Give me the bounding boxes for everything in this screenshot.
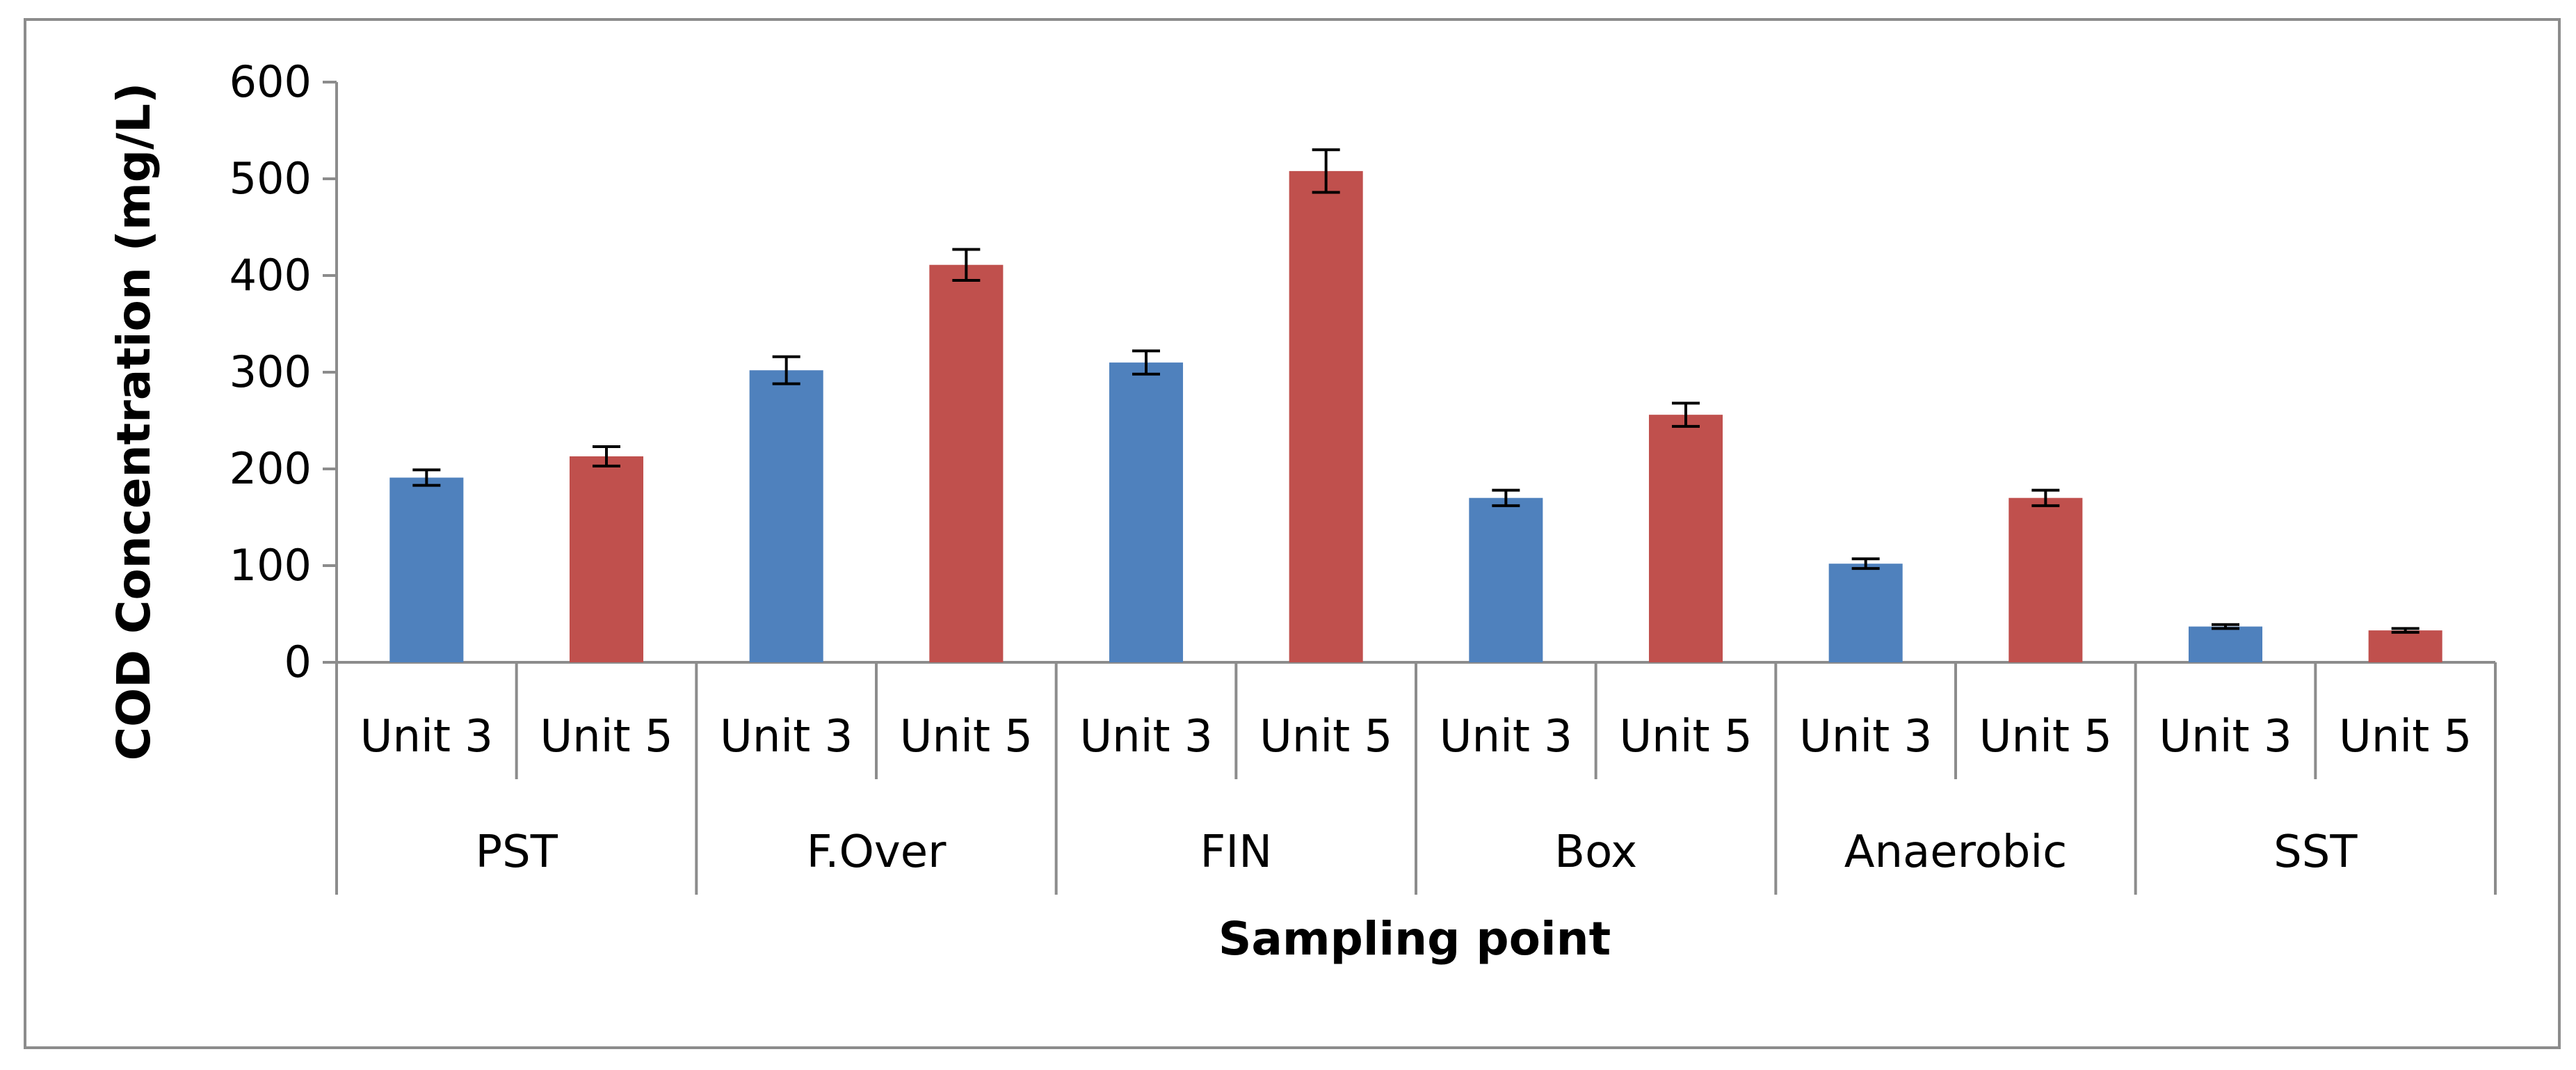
x-group-label: F.Over bbox=[807, 827, 947, 878]
x-subcategory-label: Unit 5 bbox=[540, 711, 673, 762]
x-subcategory-label: Unit 3 bbox=[1440, 711, 1572, 762]
y-axis-title: COD Concentration (mg/L) bbox=[107, 83, 161, 761]
bar bbox=[1289, 170, 1363, 662]
bar bbox=[2368, 630, 2442, 662]
y-tick-label: 100 bbox=[230, 540, 312, 591]
bar bbox=[569, 456, 644, 662]
bar bbox=[929, 264, 1004, 663]
x-axis-title: Sampling point bbox=[1218, 912, 1611, 966]
x-subcategory-label: Unit 3 bbox=[2159, 711, 2292, 762]
y-tick-label: 500 bbox=[230, 153, 312, 204]
x-group-label: Box bbox=[1554, 827, 1637, 878]
bar bbox=[1109, 362, 1184, 662]
bar bbox=[2009, 497, 2083, 662]
x-subcategory-label: Unit 3 bbox=[1799, 711, 1932, 762]
x-subcategory-label: Unit 5 bbox=[1619, 711, 1752, 762]
x-subcategory-label: Unit 5 bbox=[1979, 711, 2112, 762]
x-subcategory-label: Unit 3 bbox=[720, 711, 853, 762]
bar bbox=[389, 477, 464, 662]
y-tick-label: 600 bbox=[230, 56, 312, 107]
y-tick-label: 400 bbox=[230, 250, 312, 301]
plot-area: 0 100 200 300 400 500 600 Unit 3 Unit 5 PST Unit 3… bbox=[230, 56, 2497, 895]
bar bbox=[1648, 415, 1723, 662]
x-group-label: FIN bbox=[1200, 827, 1273, 878]
x-subcategory-label: Unit 5 bbox=[900, 711, 1033, 762]
x-subcategory-label: Unit 3 bbox=[360, 711, 493, 762]
x-subcategory-label: Unit 3 bbox=[1079, 711, 1212, 762]
y-tick-label: 0 bbox=[284, 637, 312, 687]
x-group-label: SST bbox=[2273, 827, 2358, 878]
y-tick-label: 300 bbox=[230, 346, 312, 397]
x-subcategory-label: Unit 5 bbox=[2339, 711, 2472, 762]
bar bbox=[2188, 626, 2263, 662]
bar bbox=[1828, 564, 1903, 662]
bar bbox=[1469, 497, 1543, 662]
x-group-label: Anaerobic bbox=[1844, 827, 2068, 878]
y-tick-label: 200 bbox=[230, 443, 312, 494]
x-subcategory-label: Unit 5 bbox=[1259, 711, 1392, 762]
x-group-label: PST bbox=[476, 827, 558, 878]
bar bbox=[749, 370, 823, 662]
